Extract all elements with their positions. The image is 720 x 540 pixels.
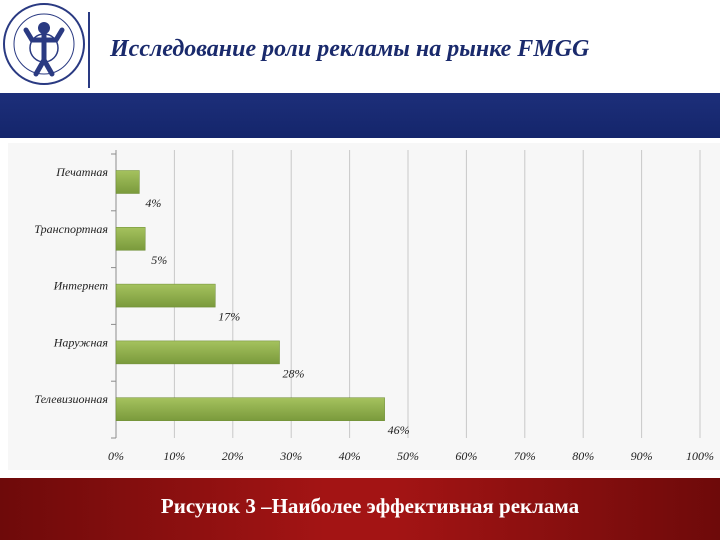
category-label: Печатная	[55, 165, 108, 179]
bar	[115, 283, 216, 308]
x-tick-label: 80%	[572, 449, 594, 463]
x-tick-label: 50%	[397, 449, 419, 463]
bar	[115, 170, 140, 194]
x-tick-label: 20%	[222, 449, 244, 463]
data-label: 28%	[283, 366, 305, 380]
university-logo	[3, 3, 85, 85]
x-tick-label: 10%	[163, 449, 185, 463]
bar-chart: 0% 10% 20% 30% 40% 50% 60% 70% 80% 90% 100% Печатна…	[34, 150, 714, 463]
x-tick-label: 60%	[455, 449, 477, 463]
x-tick-label: 100%	[686, 449, 714, 463]
category-label: Транспортная	[34, 222, 108, 236]
slide-footer: Рисунок 3 –Наиболее эффективная реклама	[0, 478, 720, 540]
category-label: Наружная	[53, 335, 109, 349]
header-divider	[88, 12, 90, 88]
x-tick-label: 90%	[631, 449, 653, 463]
x-tick-label: 40%	[339, 449, 361, 463]
x-tick-label: 0%	[108, 449, 124, 463]
data-label: 17%	[218, 310, 240, 324]
figure-caption: Рисунок 3 –Наиболее эффективная реклама	[160, 494, 580, 518]
page-title: Исследование роли рекламы на рынке FMGG	[110, 36, 590, 62]
bar	[115, 397, 385, 421]
bar	[115, 340, 280, 365]
bar	[115, 227, 146, 251]
data-label: 4%	[145, 196, 161, 210]
category-label: Интернет	[53, 279, 109, 293]
data-label: 46%	[388, 423, 410, 437]
data-label: 5%	[151, 253, 167, 267]
x-tick-label: 30%	[279, 449, 302, 463]
slide-header: Исследование роли рекламы на рынке FMGG	[0, 0, 720, 138]
chart-area: 0% 10% 20% 30% 40% 50% 60% 70% 80% 90% 100% Печатна…	[8, 143, 720, 470]
category-label: Телевизионная	[35, 392, 109, 406]
x-tick-label: 70%	[514, 449, 536, 463]
